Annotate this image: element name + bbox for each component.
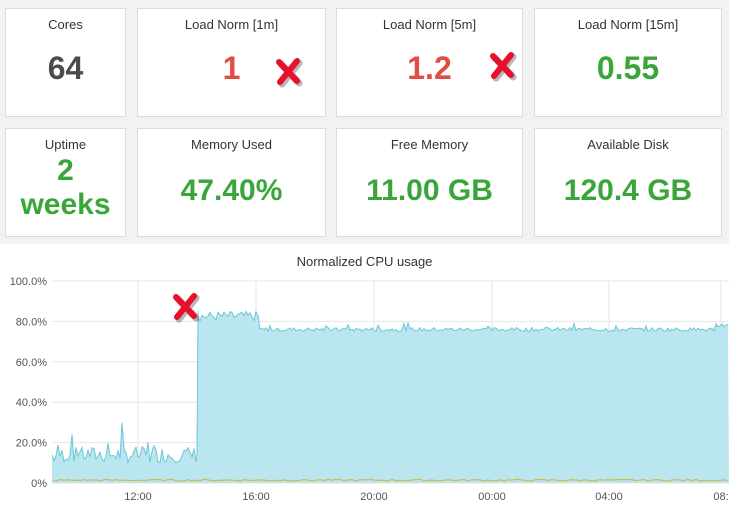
panel-title: Load Norm [1m] bbox=[184, 17, 279, 32]
panel-title: Memory Used bbox=[191, 137, 272, 152]
y-tick-label: 40.0% bbox=[16, 397, 47, 409]
cpu-usage-chart-panel: Normalized CPU usage 100.0% 80.0% 60.0% 40.… bbox=[0, 244, 729, 515]
cpu-usage-line bbox=[51, 310, 729, 465]
load-norm-15m-panel: Load Norm [15m] 0.55 bbox=[534, 8, 722, 117]
y-tick-label: 80.0% bbox=[16, 316, 47, 328]
cpu-usage-area bbox=[52, 311, 729, 483]
load-norm-1m-panel: Load Norm [1m] 1 bbox=[137, 8, 326, 117]
x-tick-label: 12:00 bbox=[124, 491, 152, 503]
cores-panel: Cores 64 bbox=[5, 8, 126, 117]
load-1m-value: 1 bbox=[222, 50, 241, 86]
cores-value: 64 bbox=[47, 50, 84, 86]
load-15m-value: 0.55 bbox=[596, 50, 660, 86]
free-memory-value: 11.00 GB bbox=[366, 174, 493, 207]
y-tick-label: 0% bbox=[31, 478, 47, 490]
chart-title: Normalized CPU usage bbox=[296, 254, 433, 269]
x-tick-label: 08: bbox=[713, 491, 728, 503]
x-tick-label: 04:00 bbox=[595, 491, 623, 503]
available-disk-panel: Available Disk 120.4 GB bbox=[534, 128, 722, 237]
y-tick-label: 60.0% bbox=[16, 357, 47, 369]
red-x-icon bbox=[173, 293, 200, 323]
uptime-value-number: 2 bbox=[57, 154, 74, 187]
panel-title: Available Disk bbox=[587, 137, 669, 152]
panel-title: Load Norm [5m] bbox=[382, 17, 477, 32]
uptime-value-unit: weeks bbox=[20, 188, 111, 221]
y-tick-label: 100.0% bbox=[10, 276, 48, 288]
panel-title: Free Memory bbox=[390, 137, 469, 152]
red-x-icon bbox=[276, 58, 303, 88]
red-x-icon bbox=[490, 52, 517, 82]
y-axis-ticks: 100.0% 80.0% 60.0% 40.0% 20.0% 0% bbox=[10, 276, 48, 490]
free-memory-panel: Free Memory 11.00 GB bbox=[336, 128, 523, 237]
panel-title: Load Norm [15m] bbox=[577, 17, 679, 32]
secondary-usage-line bbox=[51, 478, 729, 482]
panel-title: Uptime bbox=[44, 137, 87, 152]
memory-used-panel: Memory Used 47.40% bbox=[137, 128, 326, 237]
memory-used-value: 47.40% bbox=[180, 174, 283, 207]
available-disk-value: 120.4 GB bbox=[563, 174, 693, 207]
panel-title: Cores bbox=[48, 17, 83, 32]
y-tick-label: 20.0% bbox=[16, 438, 47, 450]
uptime-panel: Uptime 2 weeks bbox=[5, 128, 126, 237]
x-tick-label: 20:00 bbox=[360, 491, 388, 503]
x-tick-label: 16:00 bbox=[242, 491, 270, 503]
x-axis-ticks: 12:00 16:00 20:00 00:00 04:00 08: bbox=[124, 491, 728, 503]
load-norm-5m-panel: Load Norm [5m] 1.2 bbox=[336, 8, 523, 117]
x-tick-label: 00:00 bbox=[478, 491, 506, 503]
cpu-usage-chart: 100.0% 80.0% 60.0% 40.0% 20.0% 0% 12:00 16:00 2… bbox=[10, 276, 729, 503]
load-5m-value: 1.2 bbox=[407, 50, 452, 86]
